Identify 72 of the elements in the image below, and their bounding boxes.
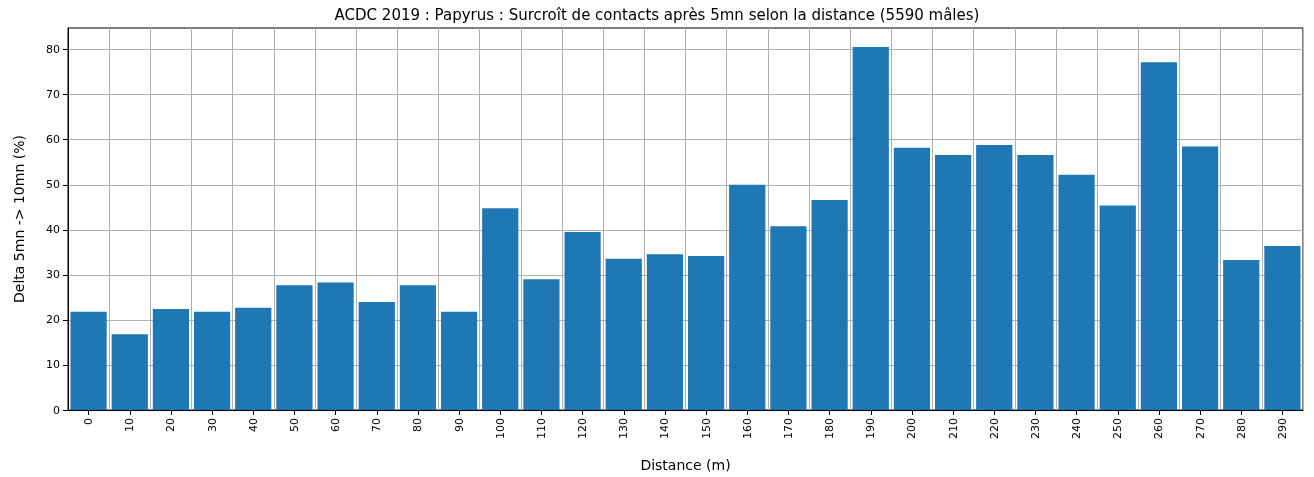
bar (1140, 62, 1178, 410)
bar (276, 285, 313, 410)
bar (1099, 205, 1136, 410)
y-tick-label: 0 (53, 403, 60, 417)
x-tick-label: 70 (370, 418, 384, 432)
x-tick-label: 50 (287, 418, 301, 432)
x-tick-label: 200 (905, 418, 919, 439)
bar (934, 155, 972, 410)
x-tick-label: 20 (164, 418, 178, 432)
x-tick-label: 140 (658, 418, 672, 439)
x-tick-label: 220 (987, 418, 1001, 439)
bar (1181, 146, 1219, 410)
x-tick-label: 210 (946, 418, 960, 439)
x-tick-label: 150 (699, 418, 713, 439)
x-tick-label: 120 (576, 418, 590, 439)
bar (317, 282, 354, 410)
bar (1223, 259, 1260, 410)
x-tick-label: 90 (452, 418, 466, 432)
x-tick-label: 30 (205, 418, 219, 432)
bar (152, 309, 190, 410)
bar (811, 200, 848, 410)
y-tick-label: 60 (46, 133, 60, 147)
bar (440, 311, 478, 410)
bar (358, 301, 395, 410)
x-tick-label: 80 (411, 418, 425, 432)
bar (770, 226, 807, 410)
x-tick-label: 160 (740, 418, 754, 439)
x-tick-label: 0 (82, 418, 96, 425)
bar (1017, 155, 1054, 410)
bar (564, 232, 601, 410)
x-tick-label: 250 (1111, 418, 1125, 439)
x-tick-label: 170 (781, 418, 795, 439)
bar (976, 145, 1013, 410)
x-tick-label: 290 (1275, 418, 1289, 439)
y-tick-label: 50 (46, 178, 60, 192)
x-tick-label: 260 (1152, 418, 1166, 439)
x-tick-label: 60 (329, 418, 343, 432)
bar (399, 285, 437, 410)
bar (1058, 174, 1095, 410)
x-tick-label: 130 (617, 418, 631, 439)
bar (235, 307, 272, 410)
y-tick-label: 30 (46, 268, 60, 282)
x-tick-label: 40 (246, 418, 260, 432)
x-tick-label: 230 (1028, 418, 1042, 439)
x-tick-label: 100 (493, 418, 507, 439)
x-tick-label: 10 (123, 418, 137, 432)
bar (111, 334, 148, 410)
y-tick-label: 20 (46, 313, 60, 327)
y-tick-label: 70 (46, 88, 60, 102)
bar (1264, 246, 1301, 410)
x-tick-label: 240 (1070, 418, 1084, 439)
bar (729, 184, 766, 410)
x-tick-label: 190 (864, 418, 878, 439)
bar (482, 208, 519, 410)
y-tick-label: 80 (46, 43, 60, 57)
bar (70, 311, 107, 410)
x-tick-label: 270 (1193, 418, 1207, 439)
bar (687, 255, 725, 410)
bar (852, 46, 889, 410)
y-axis-title: Delta 5mn -> 10mn (%) (11, 135, 27, 303)
chart-title: ACDC 2019 : Papyrus : Surcroît de contacts après 5mn selon la distance (5590 mâles) (334, 5, 980, 24)
y-tick-label: 40 (46, 223, 60, 237)
bar (193, 311, 231, 410)
bar (605, 258, 642, 410)
y-tick-label: 10 (46, 358, 60, 372)
x-tick-label: 180 (823, 418, 837, 439)
bar (893, 147, 931, 410)
bar (646, 254, 684, 410)
x-axis-title: Distance (m) (640, 457, 731, 473)
x-tick-label: 110 (534, 418, 548, 439)
bar (523, 279, 560, 410)
x-tick-label: 280 (1234, 418, 1248, 439)
